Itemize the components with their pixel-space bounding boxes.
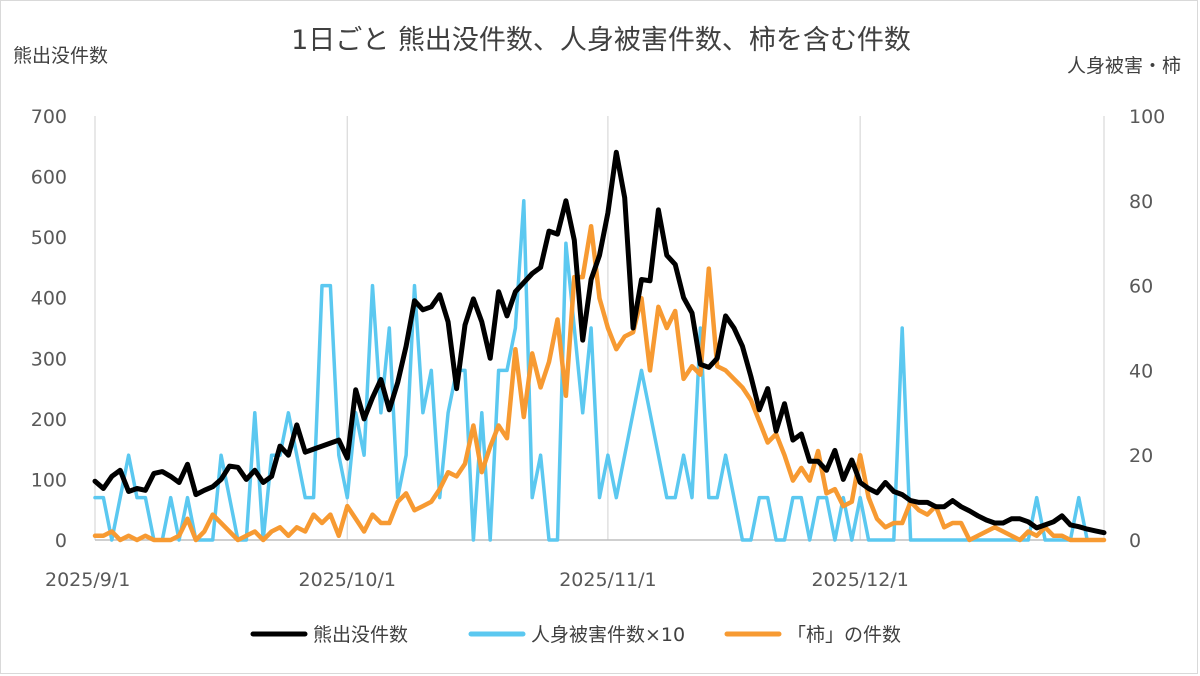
y-left-tick-label: 500 [31, 227, 67, 249]
y-left-tick-label: 300 [31, 348, 67, 370]
legend-label: 人身被害件数×10 [531, 624, 685, 646]
y-right-tick-label: 100 [1129, 106, 1165, 128]
y-left-tick-label: 0 [55, 530, 67, 552]
y-right-tick-label: 40 [1129, 360, 1153, 382]
y-left-tick-label: 400 [31, 288, 67, 310]
y-left-tick-label: 700 [31, 106, 67, 128]
y-left-tick-label: 200 [31, 409, 67, 431]
y-right-tick-label: 0 [1129, 530, 1141, 552]
legend: 熊出没件数 人身被害件数×10 「柿」の件数 [250, 624, 901, 646]
y-left-tick-label: 100 [31, 469, 67, 491]
y-left-axis-title: 熊出没件数 [13, 45, 108, 67]
x-tick-label: 2025/10/1 [299, 569, 396, 591]
legend-label: 「柿」の件数 [787, 624, 901, 646]
y-left-tick-label: 600 [31, 167, 67, 189]
x-tick-label: 2025/11/1 [559, 569, 656, 591]
x-tick-label: 2025/9/1 [45, 569, 130, 591]
y-right-axis-title: 人身被害・柿 [1067, 55, 1181, 77]
legend-label: 熊出没件数 [313, 624, 408, 646]
x-tick-label: 2025/12/1 [811, 569, 908, 591]
chart-title: 1日ごと 熊出没件数、人身被害件数、柿を含む件数 [291, 25, 911, 56]
tick-labels: 2025/9/1 2025/10/1 2025/11/1 2025/12/1 0 100 2… [31, 106, 1166, 591]
y-right-tick-label: 80 [1129, 191, 1153, 213]
y-right-tick-label: 20 [1129, 445, 1153, 467]
series-line-bear [92, 149, 1107, 536]
series-layer [92, 149, 1107, 543]
y-right-tick-label: 60 [1129, 276, 1153, 298]
